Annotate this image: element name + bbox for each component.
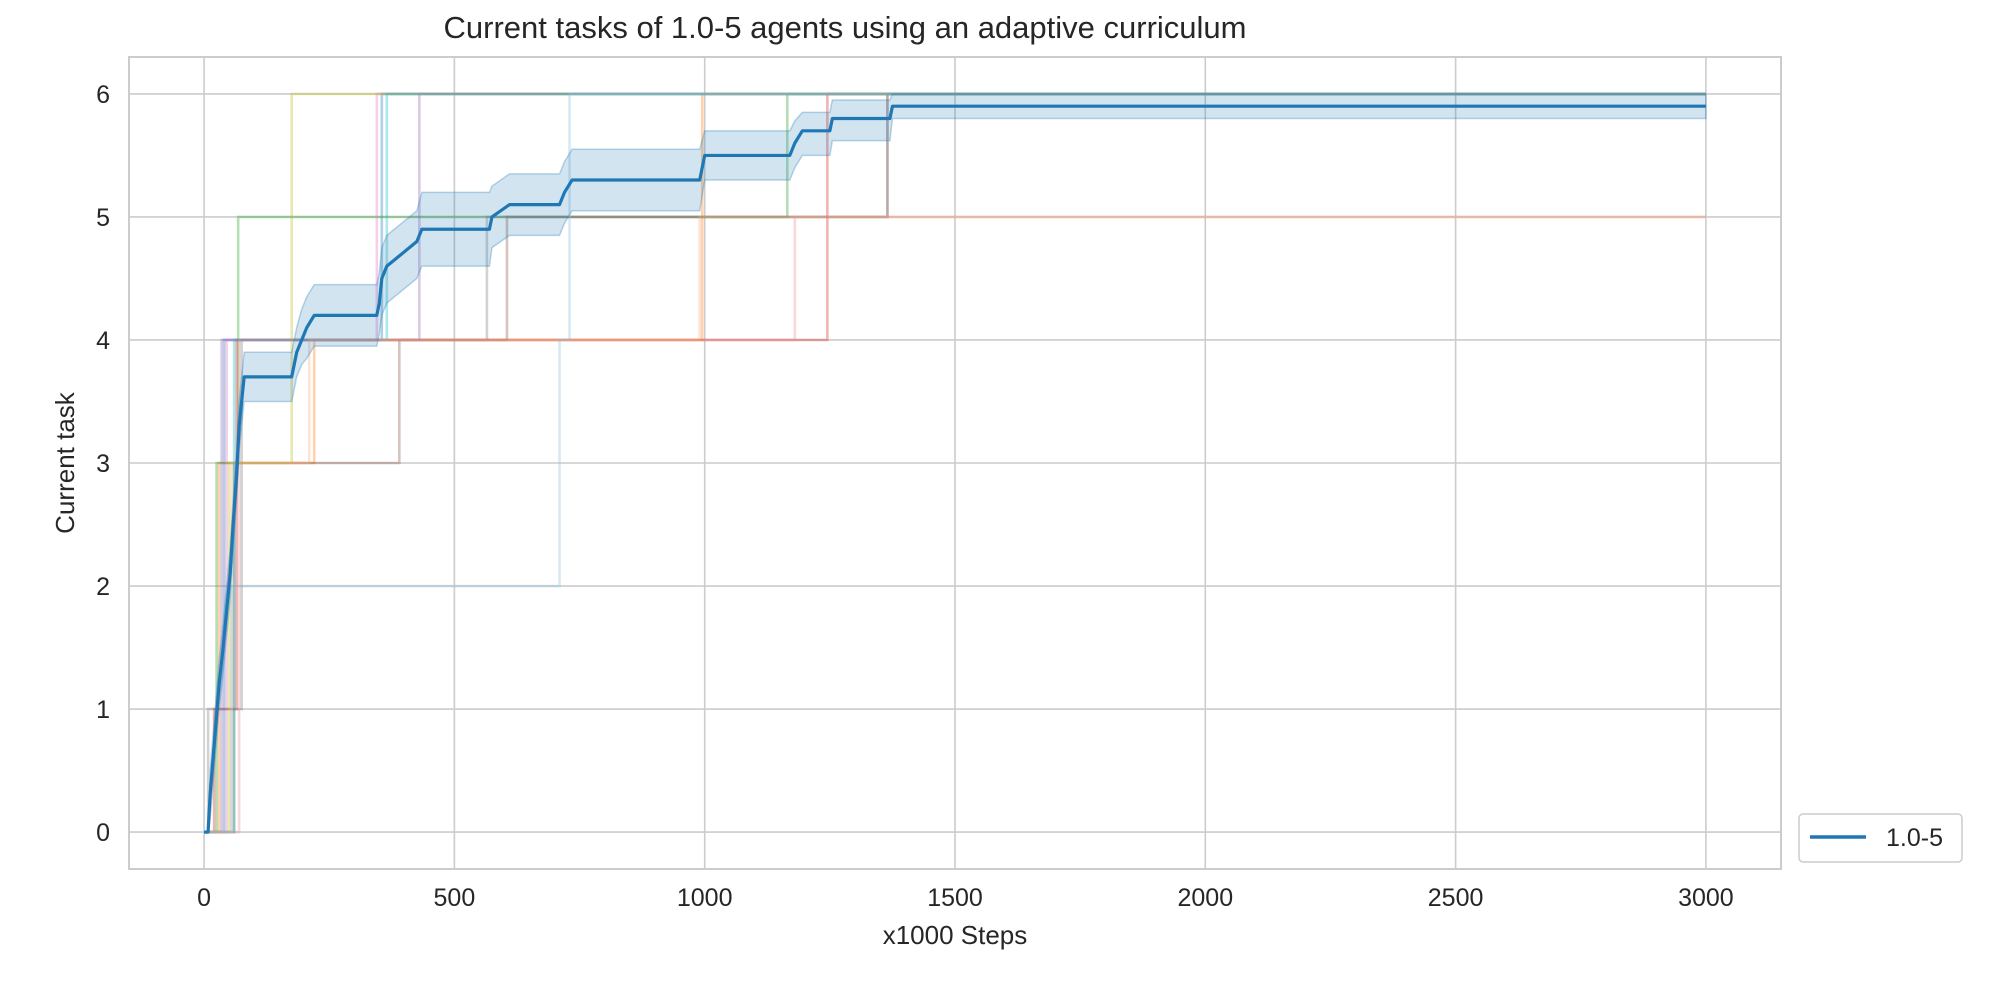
chart-title: Current tasks of 1.0-5 agents using an a…: [444, 10, 1247, 45]
individual-run-line: [204, 92, 1706, 834]
x-tick-label: 1000: [677, 884, 733, 912]
individual-run-line: [204, 92, 1706, 834]
legend-entry-label: 1.0-5: [1886, 824, 1943, 852]
individual-run-line: [204, 92, 1706, 834]
individual-run-line: [204, 92, 1706, 834]
plot-frame: [128, 56, 1782, 870]
y-tick-label: 4: [96, 327, 110, 355]
y-tick-label: 6: [96, 81, 110, 109]
individual-run-line: [204, 215, 1706, 834]
y-tick-label: 0: [96, 819, 110, 847]
y-tick-label: 5: [96, 204, 110, 232]
x-tick-label: 500: [434, 884, 476, 912]
mean-line-layer: [204, 104, 1706, 834]
x-tick-labels: 0 500 1000 1500 2000 2500 3000: [197, 884, 1734, 912]
legend: 1.0-5: [1798, 813, 1963, 863]
y-tick-labels: 0 1 2 3 4 5 6: [96, 81, 110, 847]
individual-run-line: [204, 92, 1706, 834]
individual-run-lines: [204, 92, 1706, 834]
x-tick-label: 2500: [1428, 884, 1484, 912]
y-tick-label: 1: [96, 696, 110, 724]
individual-run-line: [204, 92, 1706, 834]
individual-run-line: [204, 92, 1706, 834]
legend-box: [1798, 813, 1963, 863]
x-tick-label: 1500: [927, 884, 983, 912]
y-tick-label: 2: [96, 573, 110, 601]
individual-run-line: [204, 215, 1706, 834]
mean-line-1.0-5: [204, 104, 1706, 834]
confidence-band-layer: [204, 93, 1707, 833]
x-tick-label: 0: [197, 884, 211, 912]
x-axis-label: x1000 Steps: [883, 920, 1028, 950]
grid-lines: [129, 57, 1781, 869]
confidence-band: [204, 93, 1707, 833]
x-tick-label: 3000: [1678, 884, 1734, 912]
individual-run-line: [204, 92, 1706, 834]
y-tick-label: 3: [96, 450, 110, 478]
x-tick-label: 2000: [1177, 884, 1233, 912]
y-axis-label: Current task: [50, 391, 80, 534]
individual-run-line: [204, 92, 1706, 834]
